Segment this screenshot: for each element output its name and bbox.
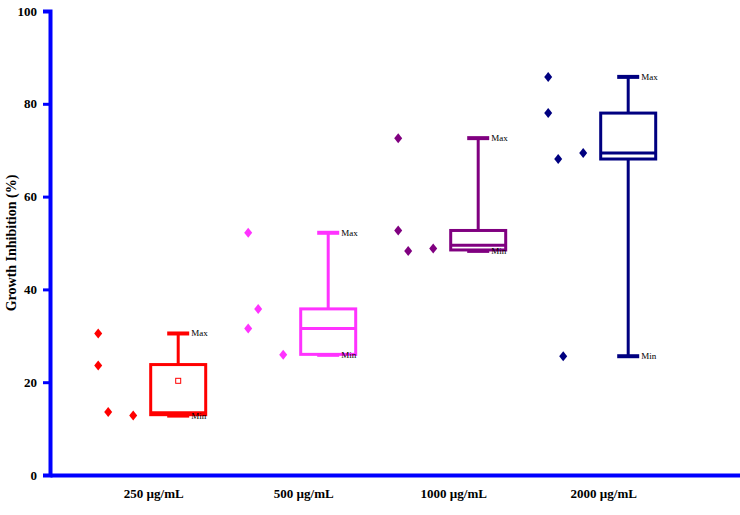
y-tick-label: 80 — [24, 96, 37, 111]
data-point — [279, 350, 287, 360]
y-axis-title: Growth Inhibition (%) — [4, 174, 20, 311]
y-tick-mark — [43, 381, 50, 384]
data-point — [129, 411, 137, 421]
mean-marker — [176, 378, 181, 383]
max-label: Max — [191, 328, 208, 338]
y-tick-label: 40 — [24, 282, 37, 297]
data-point — [429, 244, 437, 254]
x-axis-line — [51, 474, 740, 478]
y-axis-line — [43, 12, 51, 476]
cap-max — [467, 136, 489, 140]
data-point — [394, 133, 402, 143]
data-point — [544, 72, 552, 82]
y-tick: 0 — [31, 468, 51, 483]
data-point — [394, 225, 402, 235]
data-point — [244, 323, 252, 333]
cap-max — [167, 331, 189, 335]
min-label: Min — [641, 351, 657, 361]
y-tick-label: 100 — [18, 4, 38, 19]
whisker-upper — [327, 233, 330, 309]
y-tick-mark — [43, 196, 50, 199]
x-tick: 2000 µg/mL — [571, 475, 638, 501]
x-tick: 500 µg/mL — [274, 475, 334, 501]
data-point — [244, 228, 252, 238]
max-label: Max — [641, 72, 658, 82]
y-tick: 100 — [18, 4, 51, 19]
box-group — [244, 228, 356, 360]
data-point — [404, 246, 412, 256]
y-tick-label: 60 — [24, 189, 37, 204]
x-tick: 1000 µg/mL — [421, 475, 488, 501]
data-point — [559, 351, 567, 361]
min-label: Min — [191, 411, 207, 421]
box — [301, 309, 356, 354]
data-point — [94, 360, 102, 370]
median-line — [601, 151, 656, 154]
x-axis: 250 µg/mL 500 µg/mL 1000 µg/mL 2000 µg/mL — [51, 475, 740, 501]
whisker-lower — [627, 159, 630, 356]
max-label: Max — [491, 133, 508, 143]
y-tick: 20 — [24, 375, 50, 390]
chart: Max Min Max Min Max Min Max Min 0 20 40 60 80 100 250 … — [0, 0, 740, 515]
y-tick-mark — [43, 103, 50, 106]
data-point — [579, 148, 587, 158]
y-tick: 40 — [24, 282, 50, 297]
y-tick-mark — [43, 474, 50, 477]
min-label: Min — [341, 350, 357, 360]
whisker-upper — [627, 77, 630, 113]
cap-min — [617, 354, 639, 358]
data-point — [254, 304, 262, 314]
x-tick: 250 µg/mL — [124, 475, 184, 501]
plot-area — [94, 72, 656, 421]
box-group — [394, 133, 506, 256]
min-label: Min — [491, 246, 507, 256]
whisker-upper — [177, 333, 180, 364]
data-point — [544, 108, 552, 118]
x-tick-label: 1000 µg/mL — [421, 486, 488, 501]
max-label: Max — [341, 228, 358, 238]
y-tick-label: 0 — [31, 468, 38, 483]
y-tick-mark — [43, 288, 50, 291]
y-tick-label: 20 — [24, 375, 37, 390]
y-tick: 80 — [24, 96, 50, 111]
box — [601, 113, 656, 159]
box-group — [94, 328, 206, 420]
x-tick-label: 250 µg/mL — [124, 486, 184, 501]
whisker-labels: Max Min Max Min Max Min Max Min — [191, 72, 658, 421]
median-line — [301, 327, 356, 330]
whisker-upper — [477, 138, 480, 230]
data-point — [94, 328, 102, 338]
data-point — [104, 407, 112, 417]
y-tick: 60 — [24, 189, 50, 204]
y-tick-mark — [43, 10, 50, 13]
cap-max — [317, 231, 339, 235]
cap-max — [617, 75, 639, 79]
x-tick-label: 500 µg/mL — [274, 486, 334, 501]
box — [151, 365, 206, 415]
data-point — [554, 154, 562, 164]
x-tick-label: 2000 µg/mL — [571, 486, 638, 501]
y-axis: 0 20 40 60 80 100 — [18, 4, 51, 483]
box-group — [544, 72, 656, 361]
